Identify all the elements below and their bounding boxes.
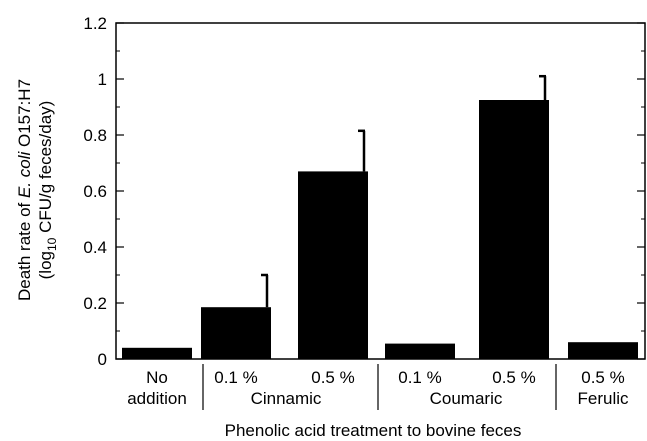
bar-1 (122, 347, 192, 359)
cat-label-no: No (146, 368, 168, 387)
y-title-organism: E. coli (15, 151, 34, 199)
cat-label-cinnamic-low: 0.1 % (214, 368, 257, 387)
y-tick-label: 0.2 (83, 294, 107, 313)
group-label-cinnamic: Cinnamic (251, 389, 322, 408)
x-axis-title: Phenolic acid treatment to bovine feces (225, 421, 522, 440)
y-title-prefix: Death rate of (15, 198, 34, 301)
y-title-log: (log (36, 251, 55, 279)
bar-6 (568, 342, 638, 359)
bar-5 (479, 100, 549, 359)
y-axis-title-line2: (log10 CFU/g feces/day) (36, 101, 59, 280)
y-tick-label: 0 (98, 350, 107, 369)
cat-label-coumaric-low: 0.1 % (398, 368, 441, 387)
bar-3 (298, 171, 368, 359)
y-ticks-layer: 0 0.2 0.4 0.6 0.8 1 1.2 (83, 14, 645, 369)
y-tick-label: 0.4 (83, 238, 107, 257)
axes-layer (115, 22, 646, 360)
bars-layer (122, 100, 638, 359)
error-bars-layer (261, 74, 547, 308)
bar-2 (201, 307, 271, 359)
cat-label-addition: addition (127, 389, 187, 408)
cat-label-cinnamic-high: 0.5 % (311, 368, 354, 387)
cat-label-coumaric-high: 0.5 % (492, 368, 535, 387)
group-label-ferulic: Ferulic (577, 389, 629, 408)
y-title-units: CFU/g feces/day) (36, 101, 55, 238)
cat-label-ferulic: 0.5 % (581, 368, 624, 387)
y-tick-label: 0.6 (83, 182, 107, 201)
y-title-log-base: 10 (45, 237, 59, 251)
y-title-strain: O157:H7 (15, 79, 34, 152)
y-axis-title-line1: Death rate of E. coli O157:H7 (15, 79, 34, 301)
y-tick-label: 0.8 (83, 126, 107, 145)
x-category-labels: No addition 0.1 % 0.5 % Cinnamic 0.1 % 0… (127, 364, 629, 410)
y-axis-title: Death rate of E. coli O157:H7 (log10 CFU… (15, 79, 59, 301)
y-tick-label: 1 (98, 70, 107, 89)
group-label-coumaric: Coumaric (430, 389, 503, 408)
plot-frame (115, 22, 646, 360)
y-tick-label: 1.2 (83, 14, 107, 33)
bar-4 (385, 343, 455, 359)
